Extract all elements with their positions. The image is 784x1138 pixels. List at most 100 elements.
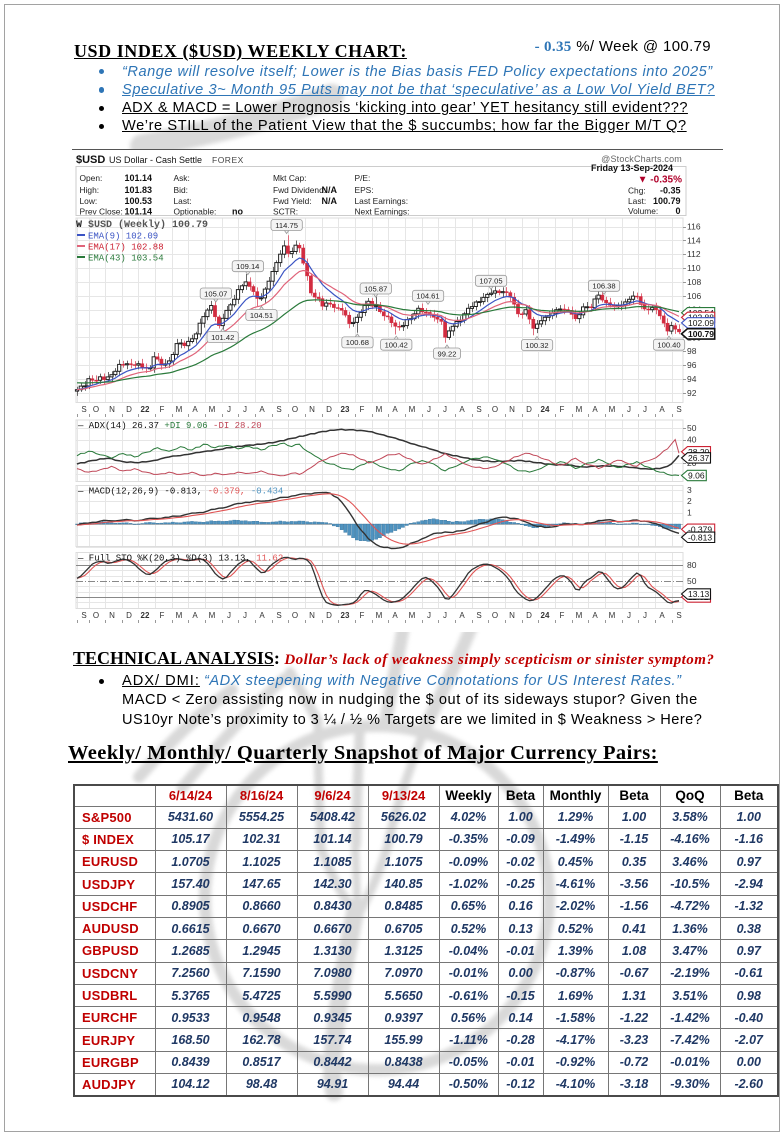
svg-text:J: J [243,405,247,414]
svg-text:100.42: 100.42 [385,341,408,350]
svg-text:102.09: 102.09 [688,318,714,328]
svg-text:F: F [560,611,565,620]
svg-text:104.61: 104.61 [416,292,439,301]
svg-text:S: S [676,611,681,620]
svg-text:Last Earnings:: Last Earnings: [355,196,409,206]
svg-text:2: 2 [687,496,692,506]
svg-text:80: 80 [687,560,697,570]
svg-text:A: A [392,405,398,414]
svg-text:116: 116 [687,222,701,232]
svg-text:— ADX(14) 26.37 +DI 9.06 -DI 2: — ADX(14) 26.37 +DI 9.06 -DI 28.20 [77,421,262,431]
svg-text:Bid:: Bid: [174,185,188,195]
svg-text:101.42: 101.42 [211,333,234,342]
svg-text:S: S [81,405,86,414]
svg-text:D: D [326,405,332,414]
svg-text:A: A [192,611,198,620]
svg-text:3: 3 [687,485,692,495]
svg-text:1: 1 [687,508,692,518]
svg-text:S: S [276,611,281,620]
svg-text:EMA(9) 102.09: EMA(9) 102.09 [88,232,158,242]
svg-text:A: A [459,611,465,620]
svg-text:F: F [360,611,365,620]
svg-text:Volume:: Volume: [628,206,658,216]
svg-text:Fwd Dividend:: Fwd Dividend: [273,185,326,195]
svg-text:J: J [443,611,447,620]
svg-text:A: A [459,405,465,414]
svg-text:A: A [592,611,598,620]
svg-text:M: M [609,405,616,414]
svg-text:$USD: $USD [76,154,105,166]
svg-text:N: N [509,405,515,414]
svg-text:A: A [659,611,665,620]
svg-text:N: N [309,405,315,414]
svg-text:S: S [81,611,86,620]
svg-text:S: S [476,611,481,620]
svg-text:F: F [560,405,565,414]
svg-text:▼ -0.35%: ▼ -0.35% [638,175,682,186]
svg-text:104.51: 104.51 [250,311,273,320]
svg-text:100.79: 100.79 [688,329,714,339]
svg-text:SCTR:: SCTR: [273,207,298,217]
svg-text:106.38: 106.38 [592,282,615,291]
svg-text:N/A: N/A [322,196,338,206]
svg-text:100.68: 100.68 [346,338,369,347]
svg-text:— MACD(12,26,9) -0.813, -0.379: — MACD(12,26,9) -0.813, -0.379, -0.434 [77,487,283,497]
svg-text:99.22: 99.22 [437,349,456,358]
svg-text:101.14: 101.14 [124,207,152,217]
svg-text:Ask:: Ask: [174,173,190,183]
svg-text:M: M [376,611,383,620]
svg-text:105.07: 105.07 [204,289,227,298]
svg-text:EMA(17) 102.88: EMA(17) 102.88 [88,243,164,253]
svg-text:22: 22 [141,611,150,620]
svg-text:Prev Close:: Prev Close: [80,207,123,217]
svg-text:-0.813: -0.813 [688,532,712,542]
svg-text:A: A [259,611,265,620]
svg-text:J: J [227,405,231,414]
svg-text:— Full STO %K(20,3) %D(3) 13.1: — Full STO %K(20,3) %D(3) 13.13, 11.62 [77,554,283,564]
svg-text:F: F [360,405,365,414]
svg-text:Chg:: Chg: [628,186,646,196]
svg-text:M: M [576,611,583,620]
svg-text:94: 94 [687,374,697,384]
svg-text:107.05: 107.05 [479,277,502,286]
svg-text:N: N [509,611,515,620]
svg-text:O: O [292,405,298,414]
svg-text:O: O [93,611,99,620]
svg-text:92: 92 [687,388,697,398]
svg-text:J: J [227,611,231,620]
svg-text:@StockCharts.com: @StockCharts.com [601,154,682,164]
svg-text:A: A [192,405,198,414]
svg-text:O: O [492,611,498,620]
svg-text:M: M [576,405,583,414]
svg-text:High:: High: [80,185,100,195]
svg-text:J: J [643,405,647,414]
svg-text:D: D [526,405,532,414]
svg-text:D: D [526,611,532,620]
svg-text:109.14: 109.14 [236,262,259,271]
svg-text:100.79: 100.79 [653,196,681,206]
svg-text:M: M [409,611,416,620]
svg-text:28.20: 28.20 [688,447,710,457]
svg-text:24: 24 [541,611,550,620]
svg-text:101.83: 101.83 [124,185,152,195]
svg-text:M: M [209,611,216,620]
svg-text:N: N [309,611,315,620]
svg-text:S: S [476,405,481,414]
svg-text:F: F [160,405,165,414]
svg-text:W $USD (Weekly) 100.79: W $USD (Weekly) 100.79 [76,219,208,231]
svg-text:J: J [627,405,631,414]
svg-text:-0.379: -0.379 [688,524,712,534]
svg-text:100.32: 100.32 [525,341,548,350]
svg-text:A: A [392,611,398,620]
svg-text:A: A [259,405,265,414]
svg-text:N/A: N/A [322,185,338,195]
svg-text:110: 110 [687,263,701,273]
svg-text:96: 96 [687,360,697,370]
svg-text:105.87: 105.87 [364,284,387,293]
svg-text:O: O [93,405,99,414]
svg-text:US Dollar - Cash Settle: US Dollar - Cash Settle [109,155,202,165]
svg-text:100.53: 100.53 [124,196,152,206]
svg-text:Next Earnings:: Next Earnings: [355,207,410,217]
svg-text:M: M [176,405,183,414]
svg-text:M: M [209,405,216,414]
